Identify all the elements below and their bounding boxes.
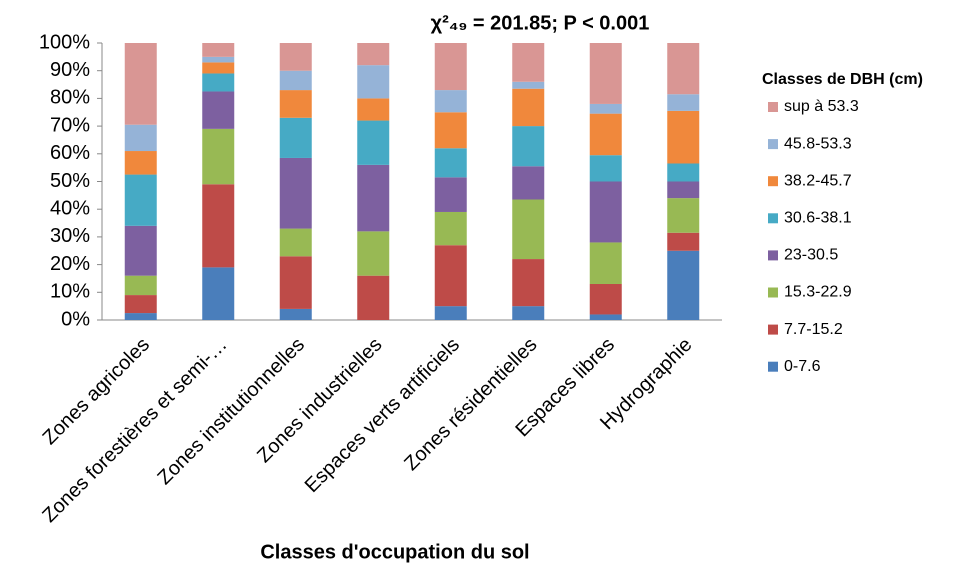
bar-segment (202, 56, 235, 63)
bar-segment (124, 174, 157, 226)
bar-segment (357, 98, 390, 121)
y-tick-label: 80% (50, 87, 90, 109)
bar-segment (667, 232, 700, 251)
bar-segment (124, 225, 157, 276)
legend-swatch (768, 287, 778, 298)
y-tick-label: 90% (50, 59, 90, 81)
legend-label: sup à 53.3 (784, 98, 859, 115)
bar-segment (202, 43, 235, 57)
y-tick-label: 0% (61, 308, 90, 330)
bar-segment (357, 275, 390, 320)
chart-title: χ²₄₉ = 201.85; P < 0.001 (431, 12, 650, 34)
bar-segment (589, 283, 622, 315)
bar-segment (667, 198, 700, 233)
y-tick-label: 30% (50, 225, 90, 247)
x-tick-label: Zones institutionnelles (154, 334, 309, 489)
bar-segment (434, 211, 467, 246)
legend-swatch (768, 361, 778, 372)
bar-segment (279, 256, 312, 309)
bar-segment (279, 43, 312, 71)
bar-segment (434, 177, 467, 212)
bar-segment (202, 128, 235, 185)
legend-swatch (768, 213, 778, 224)
y-tick-label: 60% (50, 142, 90, 164)
legend-swatch (768, 250, 778, 261)
bar-segment (589, 155, 622, 182)
bar-segment (667, 163, 700, 182)
bar-segment (434, 43, 467, 91)
bar-segment (589, 113, 622, 156)
bar-segment (589, 242, 622, 284)
bar-segment (279, 90, 312, 118)
bar-segment (512, 126, 545, 167)
bar-segment (512, 166, 545, 200)
legend-label: 45.8-53.3 (784, 135, 852, 152)
bar-segment (512, 259, 545, 307)
bar-segment (279, 117, 312, 158)
legend-label: 15.3-22.9 (784, 284, 852, 301)
y-tick-label: 40% (50, 197, 90, 219)
bar-segment (124, 295, 157, 314)
legend-swatch (768, 324, 778, 335)
bar-segment (357, 164, 390, 232)
bar-segment (202, 267, 235, 320)
bar-segment (202, 184, 235, 268)
bar-segment (512, 88, 545, 127)
bar-segment (124, 43, 157, 125)
bar-segment (279, 228, 312, 257)
bar-segment (667, 181, 700, 199)
bar-segment (667, 250, 700, 320)
legend-swatch (768, 176, 778, 187)
bar-segment (357, 65, 390, 99)
legend-label: 23-30.5 (784, 247, 838, 264)
y-tick-label: 10% (50, 281, 90, 303)
bar-segment (357, 231, 390, 276)
bar-segment (434, 90, 467, 113)
bar-segment (124, 275, 157, 296)
bar-segment (434, 245, 467, 307)
y-tick-label: 50% (50, 170, 90, 192)
bar-segment (279, 70, 312, 91)
bar-segment (667, 43, 700, 95)
legend-label: 30.6-38.1 (784, 210, 852, 227)
bar-segment (434, 112, 467, 149)
legend-label: 38.2-45.7 (784, 172, 852, 189)
legend-swatch (768, 139, 778, 150)
y-tick-label: 100% (39, 31, 90, 53)
bar-segment (667, 94, 700, 111)
bar-segment (202, 73, 235, 92)
legend-label: 7.7-15.2 (784, 321, 843, 338)
bar-segment (589, 181, 622, 243)
bar-segment (279, 308, 312, 320)
y-tick-label: 20% (50, 253, 90, 275)
legend-title: Classes de DBH (cm) (762, 71, 923, 88)
x-tick-label: Zones résidentielles (400, 334, 541, 475)
bar-segment (202, 91, 235, 129)
bar-segment (512, 199, 545, 260)
bar-segment (512, 43, 545, 82)
bar-segment (124, 124, 157, 152)
bar-segment (124, 151, 157, 175)
legend-swatch (768, 102, 778, 112)
x-tick-label: Espaces verts artificiels (301, 334, 464, 497)
bar-segment (667, 110, 700, 164)
bar-segment (357, 43, 390, 66)
bar-segment (357, 120, 390, 165)
bar-segment (589, 314, 622, 320)
bar-segment (124, 313, 157, 320)
bar-segment (512, 306, 545, 320)
bar-segment (202, 62, 235, 74)
legend-label: 0-7.6 (784, 358, 821, 375)
x-axis-title: Classes d'occupation du sol (260, 541, 529, 563)
bar-segment (589, 43, 622, 104)
bar-segment (589, 103, 622, 114)
bar-segment (279, 157, 312, 229)
bar-segment (434, 306, 467, 320)
y-tick-label: 70% (50, 114, 90, 136)
bar-segment (512, 81, 545, 89)
bar-segment (434, 148, 467, 178)
